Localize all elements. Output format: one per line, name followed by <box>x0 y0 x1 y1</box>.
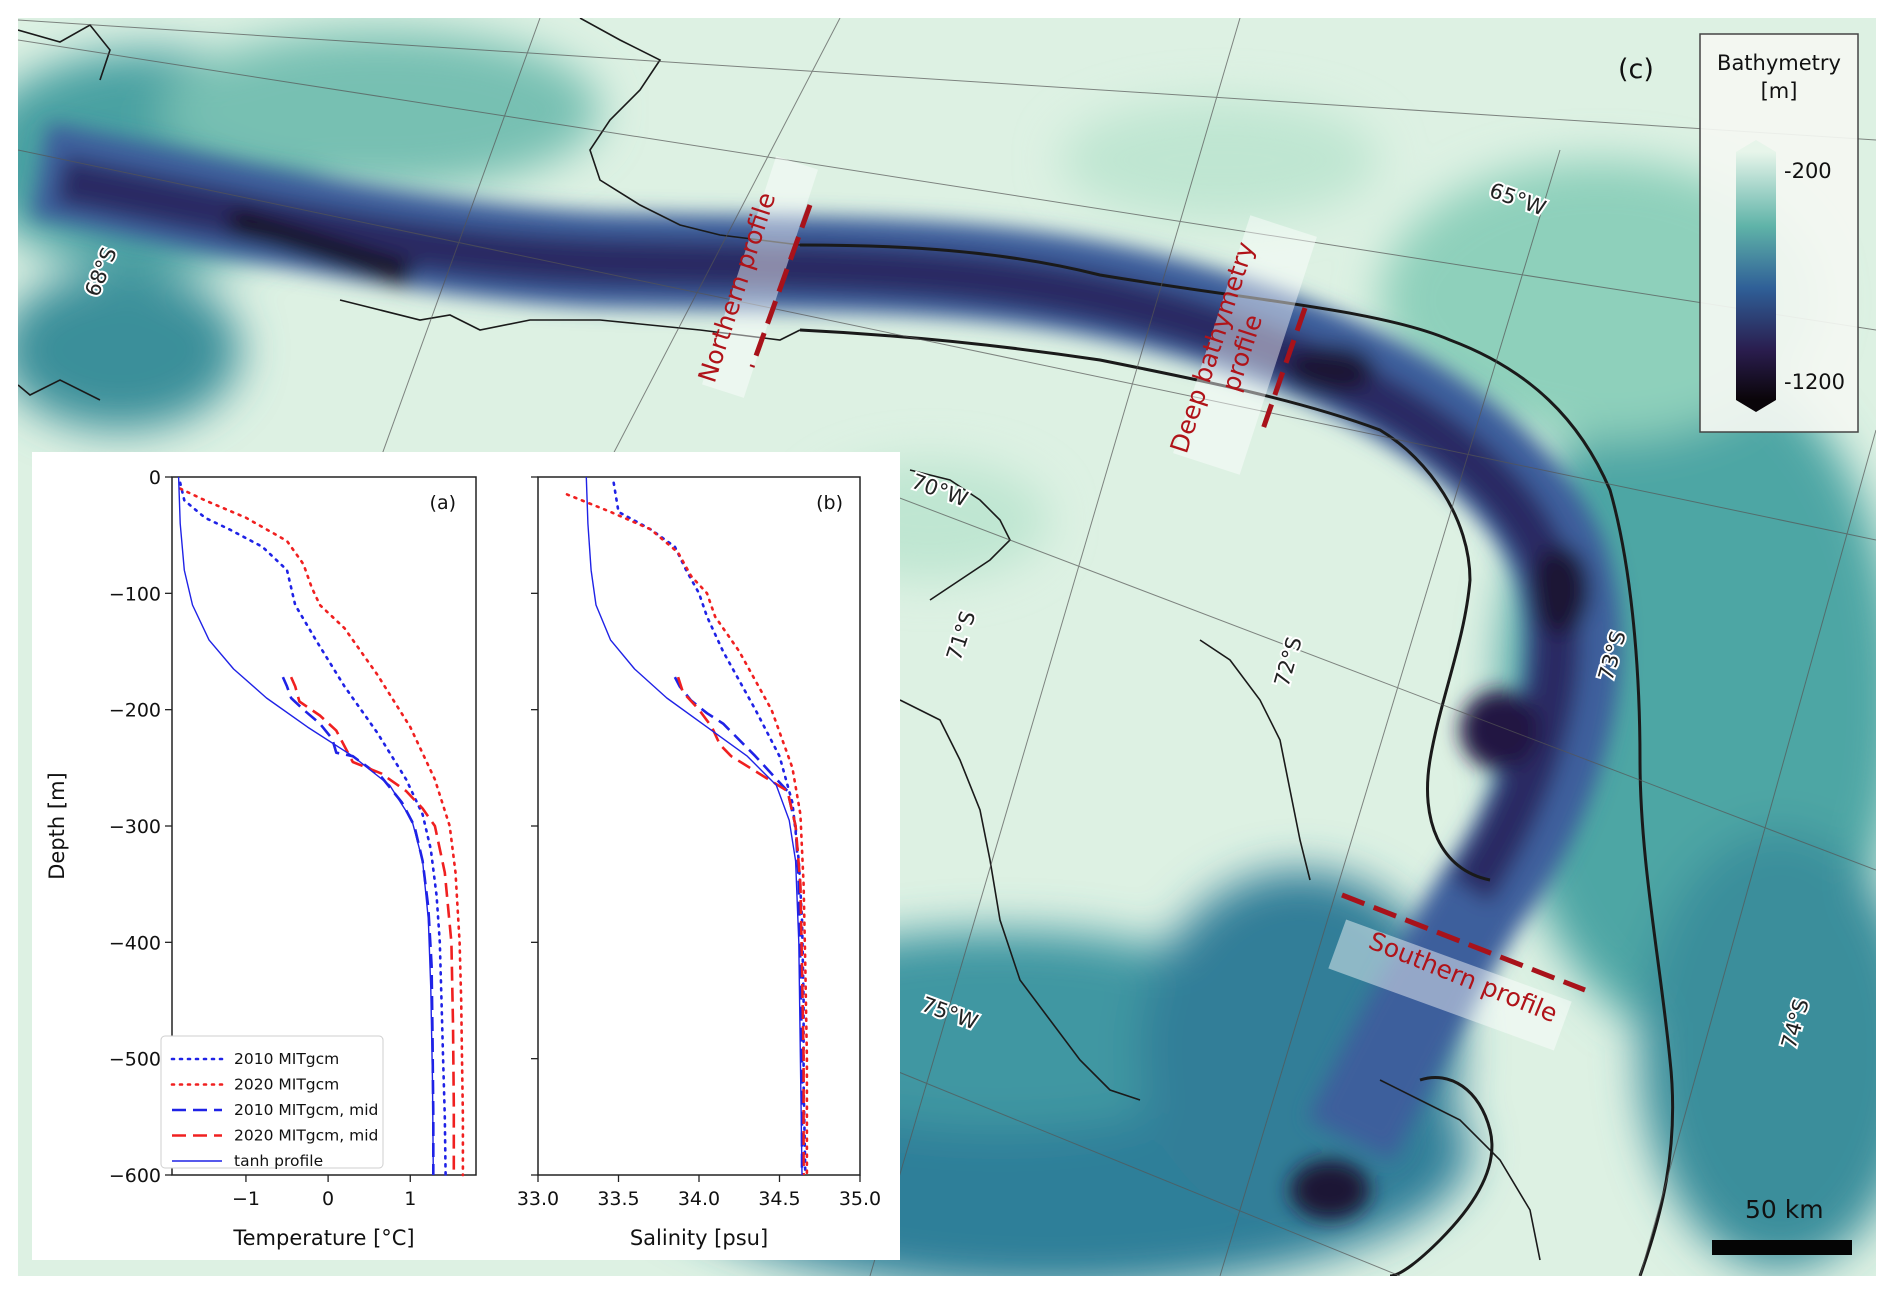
chart-temperature: 0 −100 −200 −300 −400 −500 −600 −1 0 1 (a) Tempe… <box>45 467 477 1250</box>
y-tick-label: −200 <box>109 700 161 722</box>
scale-bar: 50 km <box>1712 1195 1852 1255</box>
y-axis-label: Depth [m] <box>45 772 69 879</box>
scale-bar-rect <box>1712 1240 1852 1255</box>
y-tick-label: −400 <box>109 932 161 954</box>
colorbar-title-line1: Bathymetry <box>1717 51 1841 75</box>
northern-profile-line <box>749 204 813 368</box>
y-ticks-b <box>531 476 538 1176</box>
inset-profiles-panel: 0 −100 −200 −300 −400 −500 −600 −1 0 1 (a) Tempe… <box>32 452 900 1260</box>
deep-profile-box <box>1173 215 1317 475</box>
x-tick-label: 34.0 <box>678 1188 720 1210</box>
legend-label: 2010 MITgcm, mid <box>234 1101 378 1119</box>
colorbar: Bathymetry [m] -200 -1200 <box>1699 33 1859 433</box>
y-tick-label: −600 <box>109 1165 161 1187</box>
x-tick-label: 35.0 <box>839 1188 881 1210</box>
x-axis-label-b: Salinity [psu] <box>630 1226 768 1250</box>
x-axis-label-a: Temperature [°C] <box>232 1226 414 1250</box>
x-ticks-b: 33.0 33.5 34.0 34.5 35.0 <box>517 1175 881 1210</box>
series-b <box>565 476 809 1177</box>
chart-salinity: 33.0 33.5 34.0 34.5 35.0 (b) Salinity [psu] <box>517 476 881 1250</box>
legend-label: 2020 MITgcm <box>234 1076 339 1094</box>
coastlines <box>18 18 1541 1261</box>
northern-profile-box <box>701 156 819 398</box>
legend-label: tanh profile <box>234 1152 323 1170</box>
series-line-2020-mitgcm <box>178 487 465 1177</box>
x-tick-label: −1 <box>232 1188 260 1210</box>
x-tick-label: 33.5 <box>597 1188 639 1210</box>
series-line-tanh-profile <box>585 476 803 1176</box>
legend-items: 2010 MITgcm 2020 MITgcm 2010 MITgcm, mid 20… <box>170 1050 378 1170</box>
colorbar-ramp <box>1736 152 1776 400</box>
colorbar-bottom-arrow <box>1736 400 1776 412</box>
legend-label: 2020 MITgcm, mid <box>234 1127 378 1145</box>
y-tick-label: −300 <box>109 816 161 838</box>
series-a <box>177 476 465 1177</box>
legend-label: 2010 MITgcm <box>234 1050 339 1068</box>
series-line-tanh-profile <box>177 476 434 1176</box>
y-tick-label: −100 <box>109 583 161 605</box>
colorbar-max-label: -200 <box>1784 159 1832 183</box>
series-line-2010-mitgcm <box>178 481 447 1177</box>
y-tick-label: 0 <box>149 467 161 489</box>
scale-bar-label: 50 km <box>1745 1195 1824 1224</box>
colorbar-min-label: -1200 <box>1784 370 1845 394</box>
southern-profile-line <box>1341 892 1586 993</box>
x-tick-label: 33.0 <box>517 1188 559 1210</box>
y-ticks-a: 0 −100 −200 −300 −400 −500 −600 <box>109 467 172 1187</box>
southern-profile-box <box>1328 919 1572 1051</box>
deep-profile-line <box>1259 307 1308 433</box>
deep-trough <box>31 123 1621 1220</box>
x-ticks-a: −1 0 1 <box>232 1175 416 1210</box>
y-tick-label: −500 <box>109 1049 161 1071</box>
series-line-2020-mitgcm-mid <box>289 676 456 1175</box>
x-tick-label: 34.5 <box>758 1188 800 1210</box>
panel-label-a: (a) <box>430 492 456 514</box>
graticule <box>18 18 1876 1276</box>
x-tick-label: 1 <box>404 1188 416 1210</box>
panel-label-c: (c) <box>1618 54 1654 85</box>
colorbar-frame <box>1699 33 1859 433</box>
series-line-2020-mitgcm <box>565 493 809 1177</box>
series-line-2010-mitgcm-mid <box>281 676 435 1175</box>
legend: 2010 MITgcm 2020 MITgcm 2010 MITgcm, mid 20… <box>160 1035 384 1170</box>
colorbar-top-arrow <box>1736 140 1776 152</box>
x-tick-label: 0 <box>322 1188 334 1210</box>
panel-label-b: (b) <box>816 492 843 514</box>
series-line-2020-mitgcm-mid <box>676 676 805 1175</box>
colorbar-title-line2: [m] <box>1761 79 1798 103</box>
